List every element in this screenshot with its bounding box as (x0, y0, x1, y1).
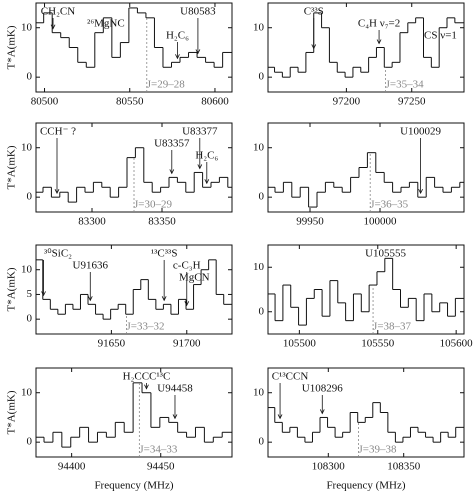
y-tick-label: 5 (27, 288, 33, 300)
y-tick-label: 10 (253, 141, 265, 153)
transition-label: J=38–37 (373, 321, 411, 333)
annotation: ¹³C³³S (151, 248, 178, 260)
annotation: C¹³CCN (272, 371, 309, 383)
transition-label: J=35–34 (386, 79, 424, 91)
y-tick-label: 0 (259, 191, 265, 203)
y-axis-label: T*A(mK) (6, 267, 18, 311)
x-tick-label: 97200 (333, 96, 361, 108)
annotation: U100029 (400, 126, 441, 138)
y-tick-label: 0 (27, 191, 33, 203)
arrow-head (161, 296, 167, 302)
arrow-head (50, 24, 56, 30)
x-tick-label: 108300 (312, 461, 346, 473)
y-tick-label: 0 (259, 436, 265, 448)
arrow-head (319, 409, 325, 415)
arrow-head (204, 179, 210, 185)
arrow-head (144, 384, 149, 390)
x-tick-label: 91650 (98, 338, 126, 350)
arrow-head (87, 296, 93, 302)
plot-frame (267, 122, 465, 213)
y-axis-label: T*A(mK) (6, 25, 18, 69)
annotation: H₂C₆ (195, 150, 218, 162)
x-tick-label: 94400 (58, 461, 86, 473)
x-tick-label: 80600 (201, 96, 229, 108)
arrow-head (41, 291, 46, 297)
y-tick-label: 10 (253, 261, 265, 273)
transition-label: J=33–32 (126, 321, 164, 333)
x-tick-label: 105500 (283, 338, 317, 350)
y-axis-label: T*A(mK) (6, 145, 18, 189)
annotation: H₂CCC¹³C (123, 371, 171, 383)
arrow-head (277, 414, 283, 420)
transition-label: J=30–29 (134, 199, 172, 211)
plot-frame (35, 367, 233, 458)
x-tick-label: 100000 (364, 216, 398, 228)
x-tick-label: 97250 (398, 96, 426, 108)
arrow-head (376, 39, 382, 45)
arrow-head (311, 44, 317, 50)
plot-frame (35, 2, 233, 93)
transition-label: J=29–28 (147, 79, 185, 91)
annotation: U83377 (182, 126, 218, 138)
arrow-head (184, 301, 190, 307)
arrow-head (54, 188, 60, 195)
x-tick-label: 91700 (173, 338, 201, 350)
annotation: U80583 (180, 6, 216, 18)
arrow-head (172, 414, 178, 420)
y-tick-label: 0 (27, 313, 33, 325)
annotation: ³⁰SiC₂ (44, 248, 72, 260)
arrow-head (169, 169, 175, 175)
plot-frame (35, 244, 233, 335)
annotation: U105555 (365, 248, 406, 260)
plot-frame (267, 244, 465, 335)
x-tick-label: 94450 (147, 461, 175, 473)
y-tick-label: 0 (259, 305, 265, 317)
x-tick-label: 80550 (116, 96, 144, 108)
y-tick-label: 10 (253, 386, 265, 398)
y-tick-label: 0 (27, 436, 33, 448)
arrow-head (197, 164, 203, 170)
plot-frame (267, 367, 465, 458)
y-tick-label: 0 (259, 71, 265, 83)
x-axis-label: Frequency (MHz) (326, 480, 405, 492)
y-tick-label: 0 (27, 71, 33, 83)
y-axis-label: T*A(mK) (6, 390, 18, 434)
x-tick-label: 99950 (296, 216, 324, 228)
annotation: H₂C₆ (166, 30, 189, 42)
plot-frame (267, 2, 465, 93)
arrow-head (195, 49, 201, 55)
annotation: U94458 (157, 383, 193, 395)
transition-label: J=34–33 (139, 444, 177, 456)
annotation: MgCN (179, 272, 210, 284)
annotation: U108296 (302, 383, 343, 395)
annotation: U91636 (73, 260, 109, 272)
arrow-head (175, 54, 180, 60)
y-tick-label: 10 (21, 21, 33, 33)
x-tick-label: 105600 (440, 338, 474, 350)
x-tick-label: 83300 (78, 216, 106, 228)
transition-label: J=39–38 (358, 444, 396, 456)
annotation: c-C₃H (173, 260, 201, 272)
y-tick-label: 10 (21, 141, 33, 153)
x-tick-label: 105550 (361, 338, 395, 350)
y-tick-label: 10 (253, 21, 265, 33)
annotation: C₄H ν₇=2 (358, 18, 400, 30)
x-tick-label: 83350 (148, 216, 176, 228)
annotation: CCH⁻ ? (40, 126, 76, 138)
annotation: U83357 (154, 138, 190, 150)
annotation: CS ν=1 (424, 30, 457, 42)
arrow-head (418, 188, 423, 195)
transition-label: J=36–35 (370, 199, 408, 211)
y-tick-label: 10 (21, 263, 33, 275)
x-tick-label: 80500 (31, 96, 59, 108)
y-tick-label: 10 (21, 386, 33, 398)
x-axis-label: Frequency (MHz) (94, 480, 173, 492)
annotation: C³³S (304, 6, 324, 18)
x-tick-label: 108350 (387, 461, 421, 473)
annotation: ²⁶MgNC (87, 18, 125, 30)
annotation: CH₂CN (41, 6, 75, 18)
